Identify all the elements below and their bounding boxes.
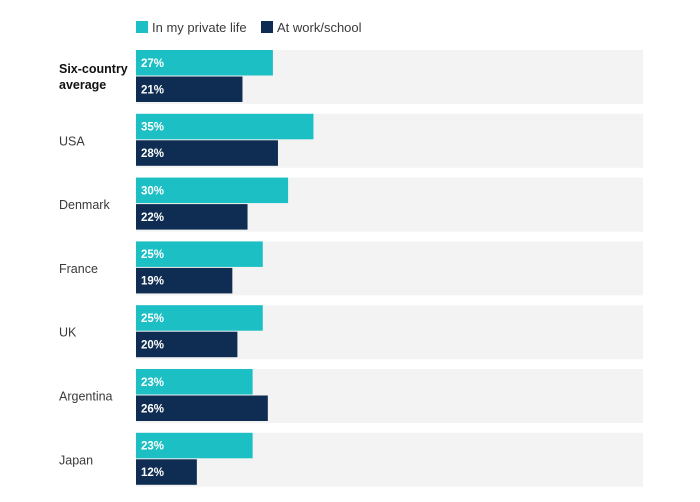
bar-value-label: 23% <box>141 441 164 453</box>
bar-value-label: 21% <box>141 84 164 96</box>
bar-value-label: 27% <box>141 58 164 70</box>
bar-value-label: 20% <box>141 339 164 351</box>
row-5: Argentina 23% 26% <box>59 369 643 423</box>
bar-value-label: 12% <box>141 467 164 479</box>
category-label: Six-country average <box>59 62 128 92</box>
bar-work-school <box>136 76 243 102</box>
bar-value-label: 35% <box>141 122 164 134</box>
bar-work-school <box>136 267 233 294</box>
legend-label-1: At work/school <box>277 20 362 35</box>
chart-rows: Six-country average 27% 21% USA 35% 28% Denmark… <box>59 50 643 487</box>
legend-swatch-0 <box>136 21 148 33</box>
bar-work-school <box>136 459 197 485</box>
bar-work-school <box>136 395 268 421</box>
category-label: Argentina <box>59 390 113 404</box>
bar-work-school <box>136 140 278 166</box>
bar-private-life <box>136 369 253 395</box>
category-label: USA <box>59 134 85 148</box>
bar-private-life <box>136 50 273 76</box>
legend: In my private life At work/school <box>136 20 362 35</box>
row-2: Denmark 30% 22% <box>59 177 643 232</box>
bar-value-label: 25% <box>141 249 164 261</box>
bar-private-life <box>136 113 314 140</box>
bar-value-label: 19% <box>141 276 164 288</box>
category-label: UK <box>59 326 77 340</box>
bar-value-label: 22% <box>141 212 164 224</box>
legend-label-0: In my private life <box>152 20 247 35</box>
bar-private-life <box>136 305 263 331</box>
row-3: France 25% 19% <box>59 241 643 296</box>
category-label: France <box>59 262 98 276</box>
bar-value-label: 23% <box>141 377 164 389</box>
bar-value-label: 28% <box>141 148 164 160</box>
bar-work-school <box>136 204 248 230</box>
row-1: USA 35% 28% <box>59 113 643 168</box>
row-0: Six-country average 27% 21% <box>59 50 643 104</box>
category-label: Denmark <box>59 198 110 212</box>
category-label: Japan <box>59 453 93 467</box>
bar-value-label: 25% <box>141 313 164 325</box>
bar-private-life <box>136 241 263 267</box>
bar-private-life <box>136 177 289 204</box>
bar-value-label: 26% <box>141 403 164 415</box>
bar-work-school <box>136 331 238 358</box>
bar-value-label: 30% <box>141 185 164 197</box>
legend-swatch-1 <box>261 21 273 33</box>
row-6: Japan 23% 12% <box>59 432 643 487</box>
row-4: UK 25% 20% <box>59 305 643 360</box>
bar-private-life <box>136 432 253 459</box>
